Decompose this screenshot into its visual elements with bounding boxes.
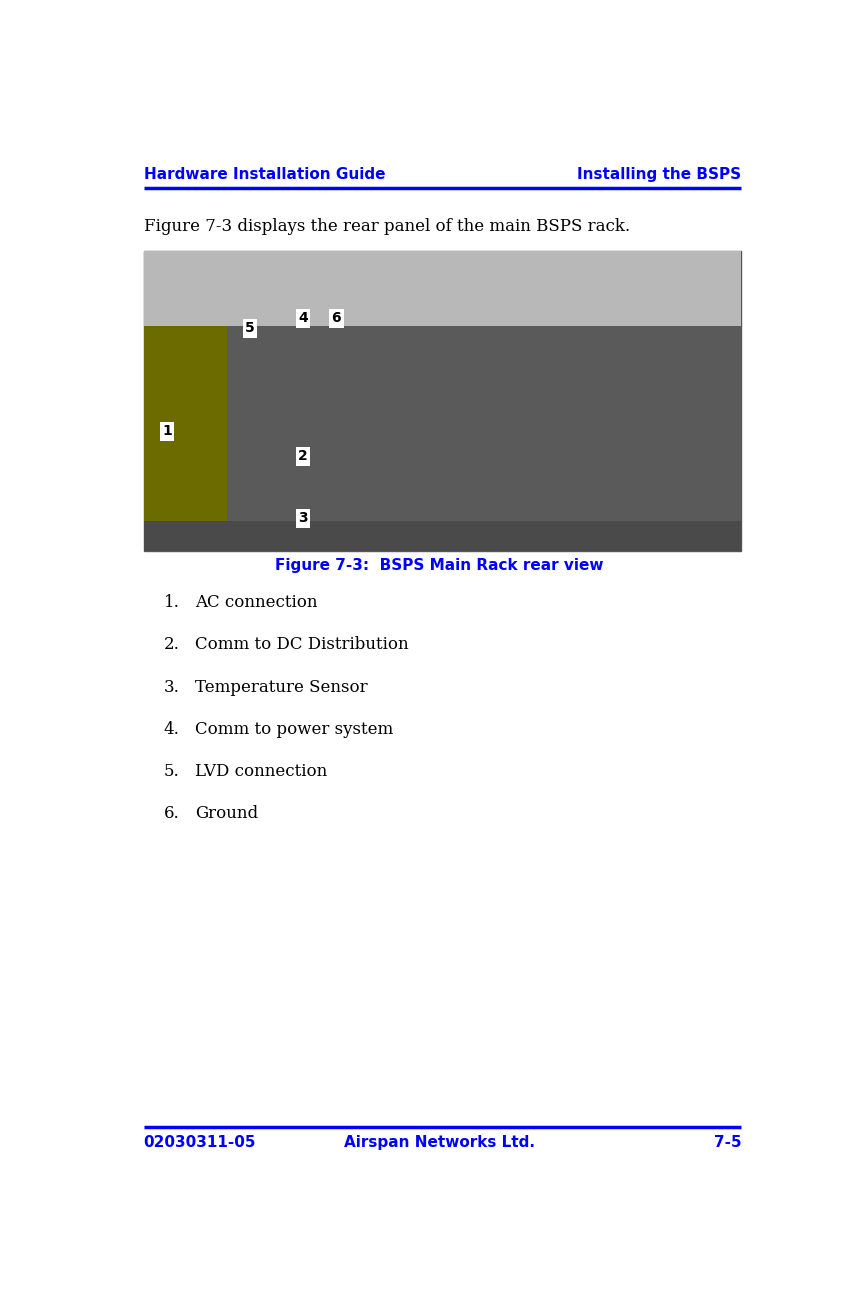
Text: Figure 7-3:  BSPS Main Rack rear view: Figure 7-3: BSPS Main Rack rear view <box>275 559 603 573</box>
Text: 1.: 1. <box>164 594 179 611</box>
Text: Comm to DC Distribution: Comm to DC Distribution <box>195 637 409 654</box>
Text: Temperature Sensor: Temperature Sensor <box>195 679 368 696</box>
Bar <box>144 326 227 551</box>
Bar <box>144 521 741 551</box>
Text: Figure 7-3 displays the rear panel of the main BSPS rack.: Figure 7-3 displays the rear panel of th… <box>144 218 630 235</box>
Text: 1: 1 <box>162 424 171 438</box>
Text: 2.: 2. <box>164 637 179 654</box>
Bar <box>144 251 741 326</box>
Text: 5.: 5. <box>164 763 179 780</box>
Text: Comm to power system: Comm to power system <box>195 720 393 737</box>
Bar <box>144 251 741 551</box>
Text: 6: 6 <box>332 311 341 325</box>
Text: 7-5: 7-5 <box>714 1135 741 1150</box>
Text: 6.: 6. <box>164 805 179 822</box>
Bar <box>227 326 741 521</box>
Text: Ground: Ground <box>195 805 258 822</box>
Text: 2: 2 <box>298 450 308 463</box>
Text: 02030311-05: 02030311-05 <box>144 1135 256 1150</box>
Text: Airspan Networks Ltd.: Airspan Networks Ltd. <box>344 1135 535 1150</box>
Text: LVD connection: LVD connection <box>195 763 327 780</box>
Text: 3: 3 <box>298 511 308 525</box>
Text: 4: 4 <box>298 311 308 325</box>
Text: 4.: 4. <box>164 720 179 737</box>
Text: Hardware Installation Guide: Hardware Installation Guide <box>144 166 385 182</box>
Text: Installing the BSPS: Installing the BSPS <box>578 166 741 182</box>
Text: 3.: 3. <box>164 679 179 696</box>
Text: AC connection: AC connection <box>195 594 317 611</box>
Text: 5: 5 <box>245 321 255 335</box>
